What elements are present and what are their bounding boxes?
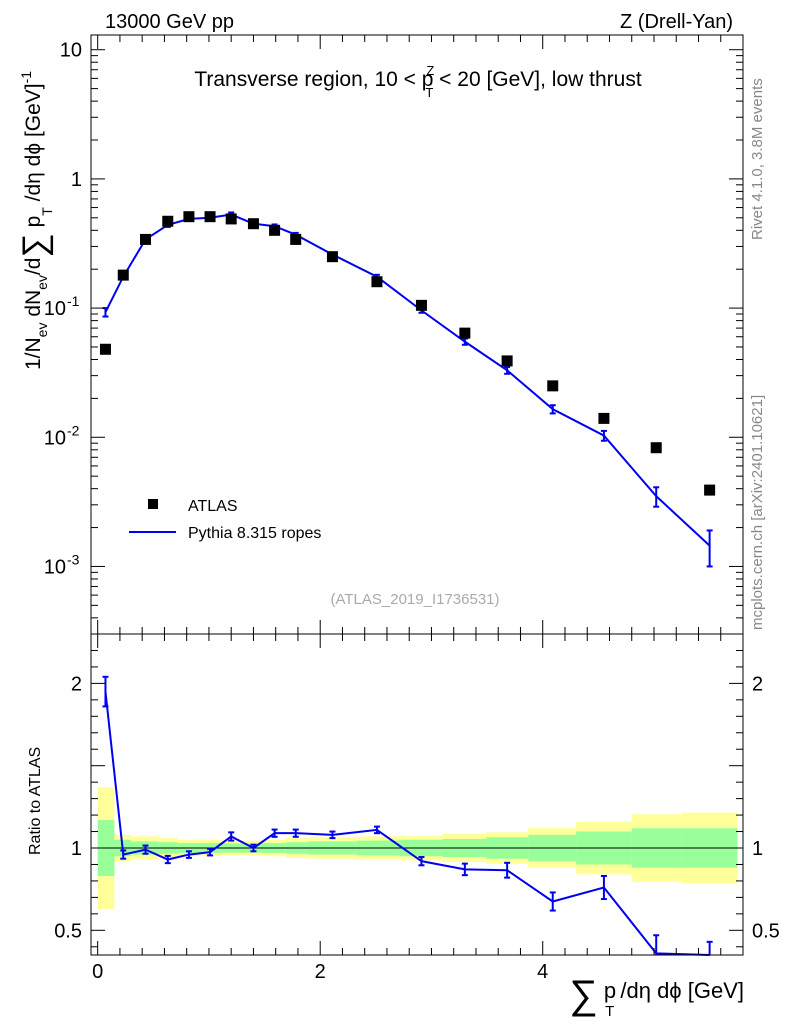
y-tick-label-base: 10 <box>44 427 66 449</box>
ylabel-ev2: ev <box>34 275 50 290</box>
ratio-y-axis-label: Ratio to ATLAS <box>27 747 44 855</box>
ylabel-rest: /dη dϕ [GeV] <box>22 83 45 207</box>
atlas-data-point <box>371 276 383 288</box>
atlas-data-point <box>162 215 174 227</box>
atlas-data-point <box>598 412 610 424</box>
atlas-data-point <box>290 233 302 245</box>
y-tick-label: 1 <box>71 169 82 191</box>
legend-atlas-label: ATLAS <box>188 498 238 515</box>
y-tick-label-base: 10 <box>44 556 66 578</box>
title-sup-z: Z <box>426 63 434 78</box>
xlabel-sum: ∑ <box>569 973 598 1017</box>
atlas-data-point <box>459 327 471 339</box>
ratio-y-tick-label: 2 <box>71 673 82 695</box>
atlas-data-point <box>326 251 338 263</box>
atlas-data-point <box>99 343 111 355</box>
atlas-data-point <box>183 211 195 223</box>
atlas-data-point <box>117 269 129 281</box>
atlas-data-point <box>415 299 427 311</box>
pythia-series-line <box>104 213 711 547</box>
atlas-data-point <box>140 233 152 245</box>
atlas-data-point <box>501 355 513 367</box>
atlas-data-point <box>650 442 662 454</box>
y-tick-label: 10 <box>44 556 66 578</box>
title-part-1: Transverse region, 10 < p <box>194 68 433 91</box>
energy-label: 13000 GeV pp <box>105 11 234 33</box>
ylabel-p: p <box>22 216 45 234</box>
ratio-y-ticks: 2 2 1 1 0.5 0.5 <box>54 649 780 948</box>
ylabel-sum: ∑ <box>16 233 54 257</box>
xlabel-p: p <box>598 978 616 1003</box>
y-tick-label: 10 <box>44 298 66 320</box>
legend-pythia-label: Pythia 8.315 ropes <box>188 525 321 542</box>
legend-atlas-marker <box>148 499 158 509</box>
atlas-data-point <box>225 213 237 225</box>
main-plot-elements <box>99 211 716 568</box>
atlas-data-point <box>204 211 216 223</box>
main-y-axis-label: 1/Nev dNev/d∑ pT /dη dϕ [GeV]-1 <box>16 71 55 370</box>
x-tick-label: 4 <box>537 961 548 983</box>
watermark: (ATLAS_2019_I1736531) <box>330 591 499 608</box>
ratio-frame <box>90 633 744 956</box>
y-tick-label: 10 <box>44 427 66 449</box>
ratio-y-tick-label: 0.5 <box>54 920 82 942</box>
ratio-y-tick-label: 1 <box>71 838 82 860</box>
y-tick-label-exp: -3 <box>67 551 80 567</box>
ratio-plot-elements <box>91 675 743 956</box>
ratio-y-tick-label-right: 1 <box>752 838 763 860</box>
xlabel-rest: /dη dϕ [GeV] <box>614 978 744 1003</box>
y-tick-label-base: 1 <box>71 169 82 191</box>
main-frame <box>90 34 744 635</box>
ratio-y-tick-label-right: 0.5 <box>752 920 780 942</box>
y-tick-label-base: 10 <box>60 40 82 62</box>
ylabel-d: /d <box>22 258 45 276</box>
ylabel-ev1: ev <box>34 323 50 338</box>
y-tick-label-base: 10 <box>44 298 66 320</box>
source-label: mcplots.cern.ch [arXiv:2401.10621] <box>749 395 766 630</box>
atlas-data-point <box>247 218 259 230</box>
ylabel-exp: -1 <box>18 71 34 84</box>
rivet-label: Rivet 4.1.0, 3.8M events <box>749 78 766 240</box>
title-sub-t: T <box>425 85 433 100</box>
title-part-2: < 20 [GeV], low thrust <box>433 68 642 91</box>
y-tick-label-exp: -2 <box>67 422 80 438</box>
y-tick-label: 10 <box>60 40 82 62</box>
process-label: Z (Drell-Yan) <box>620 11 733 33</box>
ylabel-t: T <box>39 207 55 216</box>
main-title: Transverse region, 10 < pZ T < 20 [GeV], … <box>194 63 642 100</box>
ratio-y-tick-label-right: 2 <box>752 673 763 695</box>
ylabel-dn: dN <box>22 290 45 323</box>
ratio-x-ticks: 0 2 4 <box>92 634 722 983</box>
x-tick-label: 0 <box>92 961 103 983</box>
ylabel-1n: 1/N <box>22 337 45 370</box>
atlas-data-point <box>547 380 559 392</box>
x-tick-label: 2 <box>315 961 326 983</box>
atlas-data-point <box>269 224 281 236</box>
legend: ATLAS Pythia 8.315 ropes <box>129 498 321 542</box>
main-x-ticks <box>97 35 722 634</box>
y-tick-label-exp: -1 <box>67 293 80 309</box>
atlas-data-point <box>704 484 716 496</box>
xlabel-t: T <box>605 1003 614 1020</box>
